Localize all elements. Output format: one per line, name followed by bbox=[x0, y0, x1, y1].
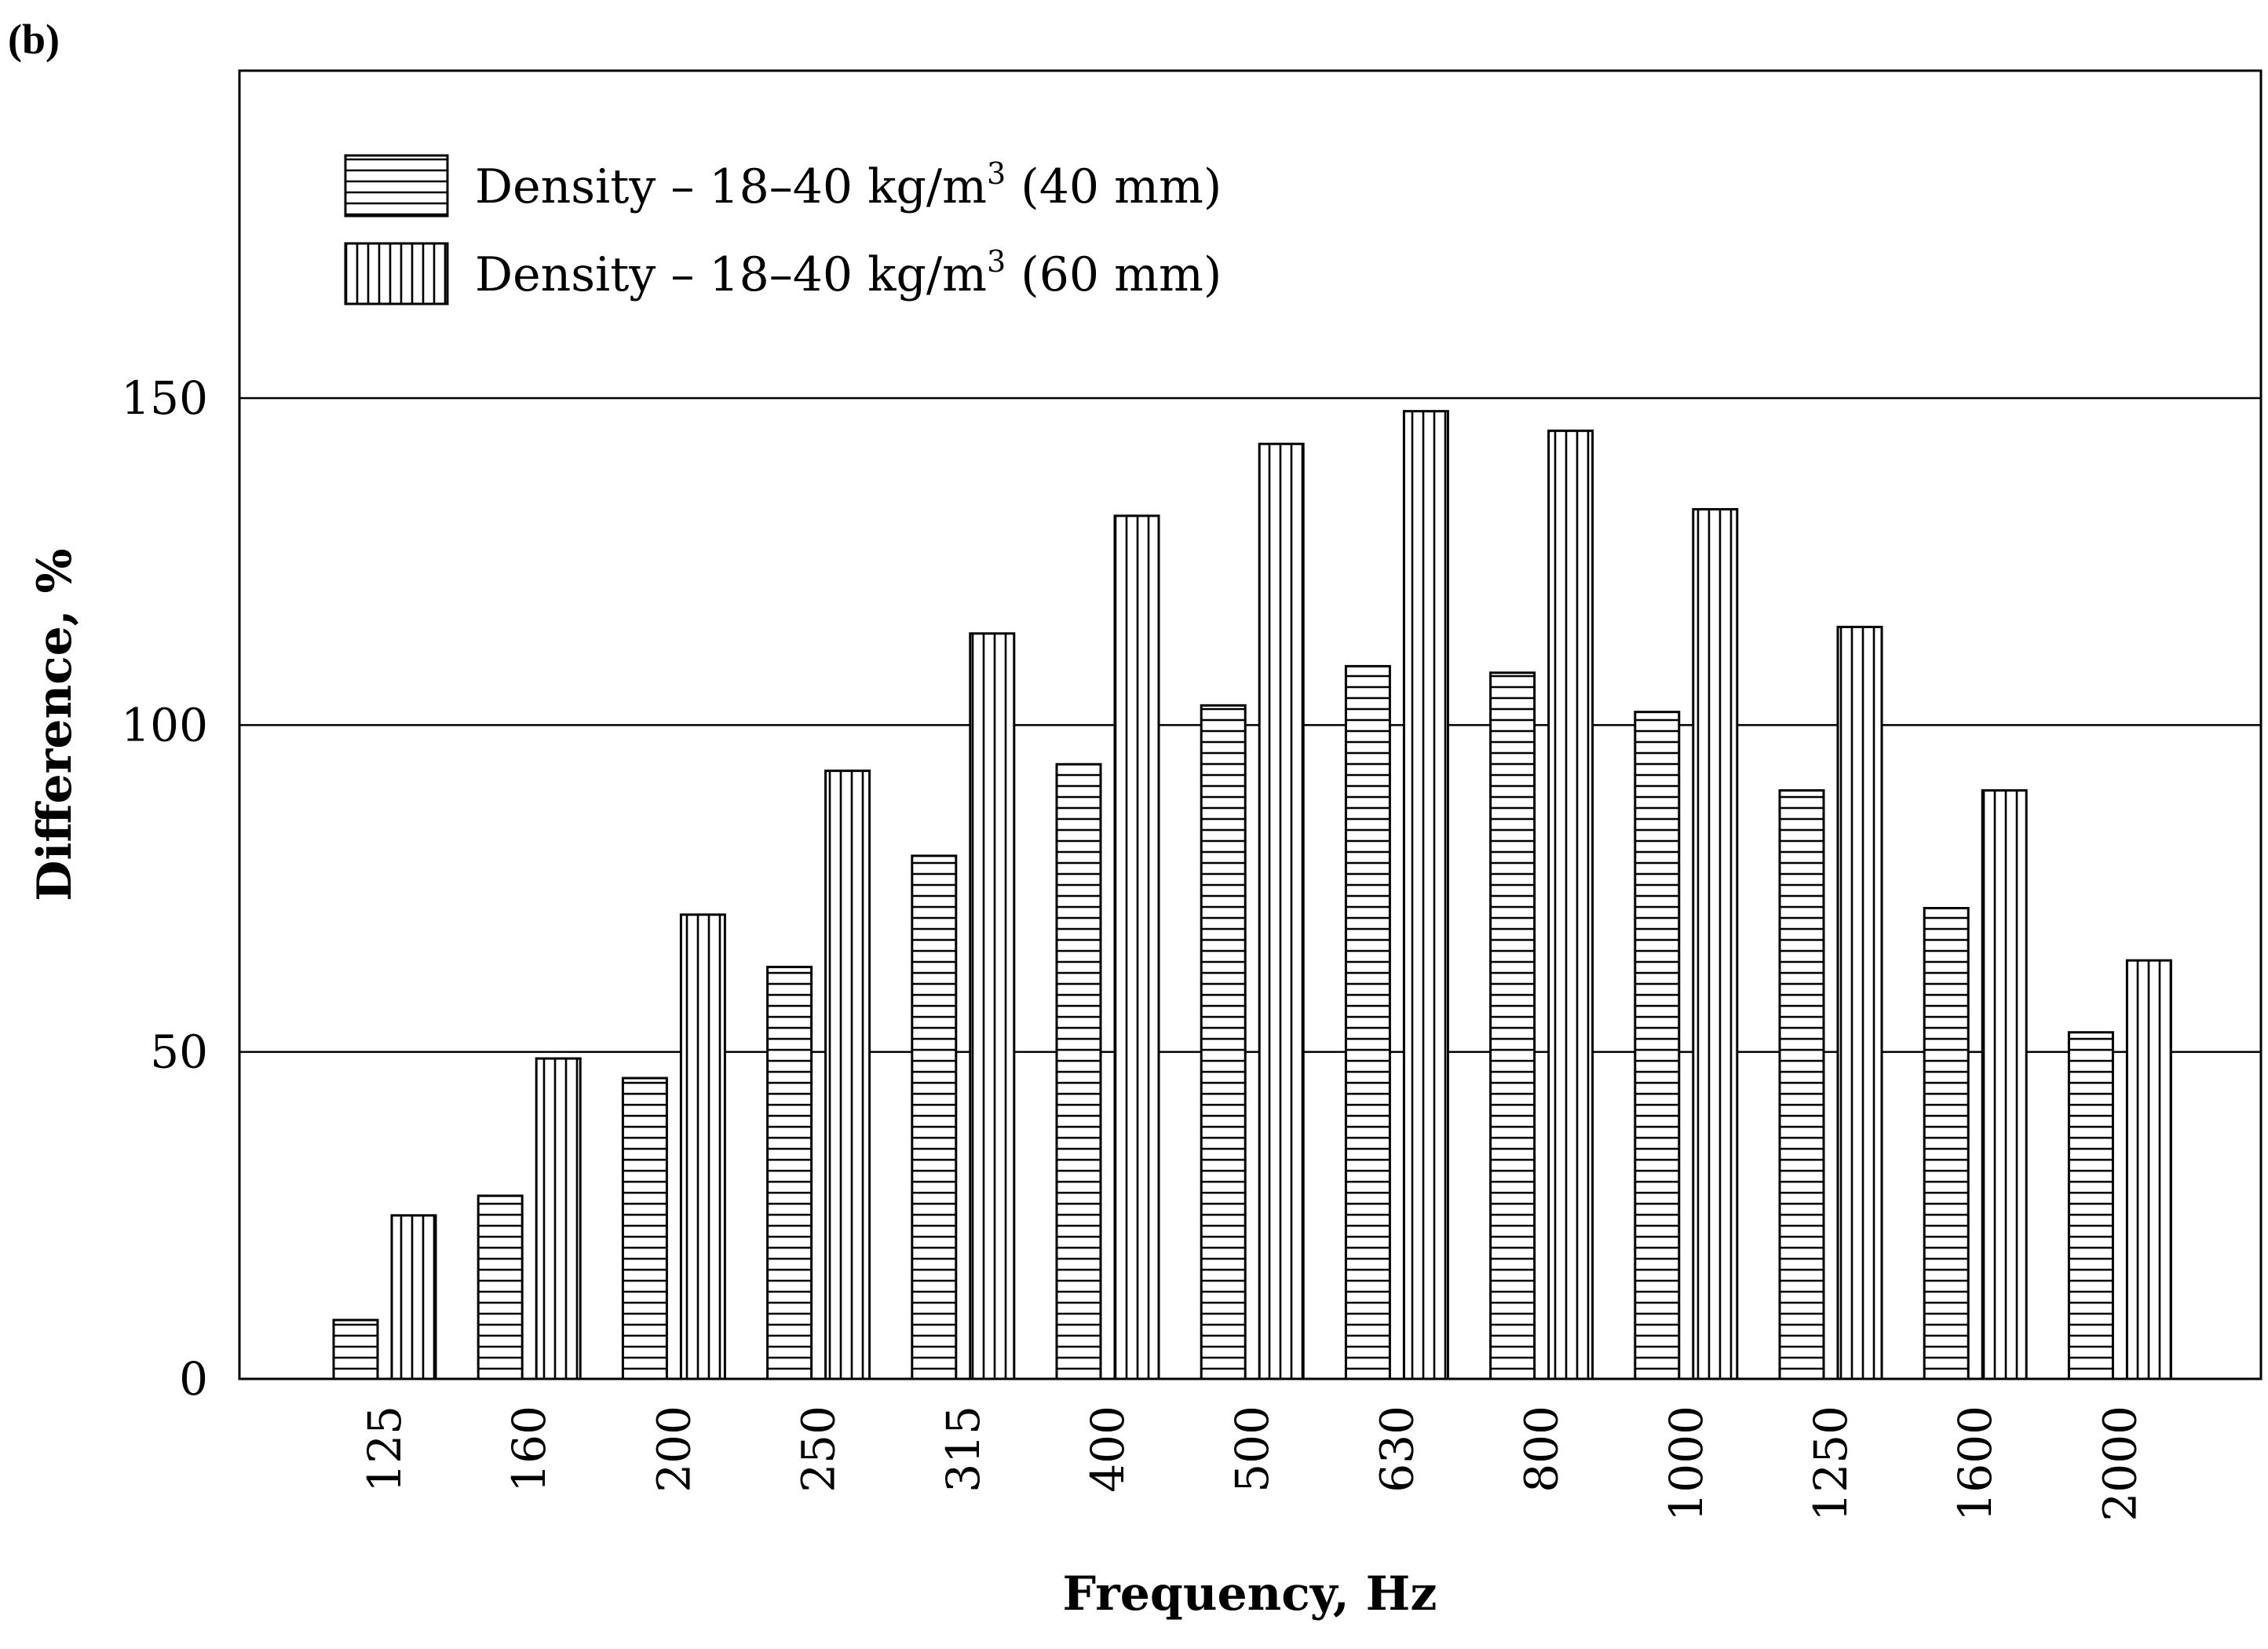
bar-60mm-500 bbox=[1258, 442, 1305, 1380]
bar-60mm-630 bbox=[1402, 410, 1449, 1380]
legend-swatch-60mm bbox=[344, 242, 449, 305]
bar-40mm-1000 bbox=[1634, 711, 1681, 1380]
bar-40mm-125 bbox=[332, 1318, 379, 1380]
x-tick-label: 500 bbox=[1225, 1406, 1279, 1493]
bar-40mm-500 bbox=[1200, 704, 1247, 1380]
x-tick-label: 400 bbox=[1081, 1406, 1134, 1493]
y-tick-label: 0 bbox=[179, 1352, 208, 1406]
legend-item-40mm: Density – 18–40 kg/m3 (40 mm) bbox=[344, 154, 1222, 218]
bar-60mm-2000 bbox=[2125, 959, 2172, 1380]
y-axis-title: Difference, % bbox=[27, 548, 82, 901]
bar-40mm-160 bbox=[477, 1194, 524, 1380]
x-tick-label: 125 bbox=[358, 1406, 411, 1493]
bar-60mm-125 bbox=[390, 1214, 437, 1380]
bar-60mm-1000 bbox=[1692, 508, 1739, 1380]
bar-40mm-200 bbox=[621, 1077, 668, 1380]
x-tick-label: 800 bbox=[1515, 1406, 1569, 1493]
svg-text:Density – 18–40 kg/m3 (60 mm): Density – 18–40 kg/m3 (60 mm) bbox=[475, 244, 1222, 302]
bar-60mm-200 bbox=[679, 913, 726, 1380]
bar-40mm-630 bbox=[1344, 664, 1391, 1380]
legend-label-60mm: Density – 18–40 kg/m bbox=[475, 247, 987, 302]
bar-40mm-400 bbox=[1055, 762, 1102, 1380]
panel-label: (b) bbox=[8, 16, 60, 63]
bar-60mm-315 bbox=[969, 632, 1016, 1380]
bar-60mm-1250 bbox=[1836, 625, 1883, 1380]
bar-40mm-1600 bbox=[1923, 906, 1970, 1380]
bar-60mm-250 bbox=[824, 770, 871, 1380]
x-axis-ticks: 125 160 200 250 315 400 500 630 800 1000 1250 1600 2… bbox=[358, 1406, 2146, 1522]
bar-60mm-1600 bbox=[1981, 789, 2028, 1380]
x-tick-label: 315 bbox=[937, 1406, 990, 1493]
plot-frame bbox=[238, 69, 2263, 1380]
legend-label-40mm: Density – 18–40 kg/m bbox=[475, 159, 987, 214]
bar-40mm-315 bbox=[911, 854, 958, 1380]
x-tick-label: 1250 bbox=[1804, 1406, 1857, 1522]
bar-60mm-160 bbox=[535, 1057, 582, 1380]
x-tick-label: 2000 bbox=[2093, 1406, 2146, 1522]
y-tick-label: 150 bbox=[121, 371, 208, 425]
x-tick-label: 250 bbox=[792, 1406, 845, 1493]
x-axis-title: Frequency, Hz bbox=[1063, 1567, 1437, 1622]
bar-40mm-250 bbox=[766, 965, 813, 1380]
y-tick-label: 50 bbox=[150, 1026, 208, 1079]
x-tick-label: 1600 bbox=[1948, 1406, 2002, 1522]
svg-text:Density – 18–40 kg/m3 (40 mm): Density – 18–40 kg/m3 (40 mm) bbox=[475, 156, 1222, 214]
legend-swatch-40mm bbox=[344, 154, 449, 218]
bar-40mm-800 bbox=[1489, 671, 1536, 1380]
legend-sup-60mm: 3 bbox=[987, 244, 1006, 279]
legend: Density – 18–40 kg/m3 (40 mm) Density – … bbox=[344, 154, 1222, 305]
x-tick-label: 160 bbox=[502, 1406, 556, 1493]
bar-40mm-1250 bbox=[1778, 789, 1825, 1380]
bar-60mm-800 bbox=[1547, 430, 1594, 1380]
x-tick-label: 200 bbox=[647, 1406, 700, 1493]
y-tick-label: 100 bbox=[121, 698, 208, 751]
legend-item-60mm: Density – 18–40 kg/m3 (60 mm) bbox=[344, 242, 1222, 305]
bars bbox=[332, 410, 2172, 1380]
bar-40mm-2000 bbox=[2067, 1031, 2114, 1380]
legend-tail-40mm: (40 mm) bbox=[1006, 159, 1222, 214]
legend-tail-60mm: (60 mm) bbox=[1006, 247, 1222, 302]
y-axis-ticks: 0 50 100 150 bbox=[121, 371, 208, 1406]
x-tick-label: 1000 bbox=[1660, 1406, 1713, 1522]
bar-60mm-400 bbox=[1113, 514, 1160, 1380]
x-tick-label: 630 bbox=[1370, 1406, 1423, 1493]
legend-sup-40mm: 3 bbox=[987, 156, 1006, 191]
